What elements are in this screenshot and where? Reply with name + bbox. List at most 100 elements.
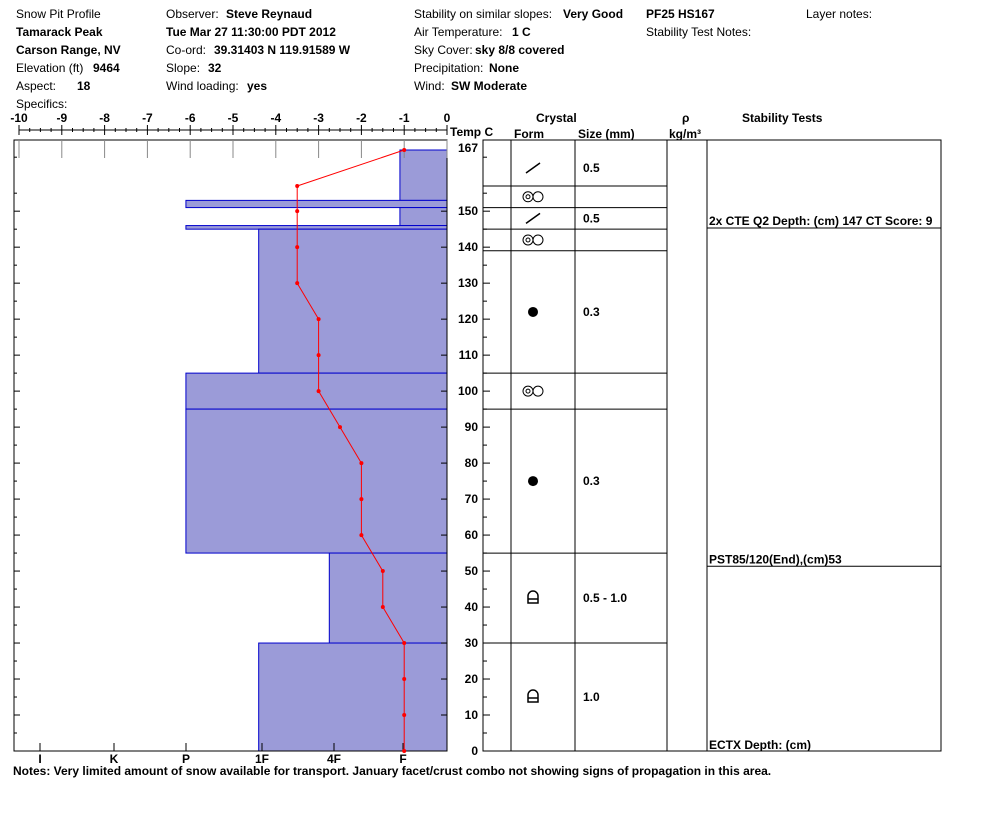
observer-value: Steve Reynaud [226,7,313,21]
crystal-size-label-7: 0.5 - 1.0 [583,591,627,605]
temp-tick-label--7: -7 [142,111,153,125]
observation-datetime: Tue Mar 27 11:30:00 PDT 2012 [166,25,336,39]
hardness-tick-label-P: P [182,752,190,766]
chart-frame [13,139,942,752]
stability-test-notes-label: Stability Test Notes: [646,25,752,39]
temperature-point-7 [316,389,321,394]
temperature-point-4 [295,281,300,286]
hardness-bar-2 [399,207,448,227]
density-symbol-header: ρ [682,111,690,125]
melt-freeze-crystal-icon [522,385,534,397]
melt-freeze-crystal-icon [525,237,531,243]
height-tick-label-140: 140 [458,240,478,254]
temp-tick-label--1: -1 [399,111,410,125]
stability-test-label-2: ECTX Depth: (cm) [709,738,811,752]
melt-freeze-crystal-icon [525,388,531,394]
temp-column-header: Temp C [450,125,494,139]
elevation-value: 9464 [93,61,120,75]
sky-cover-label: Sky Cover: [414,43,473,57]
pit-notes: Notes: Very limited amount of snow avail… [13,764,772,778]
density-unit-header: kg/m³ [669,127,702,141]
aspect-label: Aspect: [16,79,57,93]
temperature-point-14 [402,641,407,646]
temperature-point-16 [402,713,407,718]
rounded-crystal-icon [528,476,538,487]
temperature-axis: -10 -9 -8 -7 -6 -5 -4 -3 -2 -1 0 [10,111,451,158]
hardness-tick-label-K: K [110,752,119,766]
elevation-label: Elevation (ft) [16,61,84,75]
hardness-bar-8 [258,642,448,752]
air-temp-label: Air Temperature: [414,25,503,39]
stability-test-label-0: 2x CTE Q2 Depth: (cm) 147 CT Score: 9 [709,214,933,228]
temp-tick-label--9: -9 [56,111,67,125]
temp-tick-label--6: -6 [185,111,196,125]
height-tick-label-130: 130 [458,276,478,290]
layer-table-frame [482,139,942,752]
temperature-point-1 [295,183,300,188]
crystal-size-label-0: 0.5 [583,161,600,175]
range-name: Carson Range, NV [16,43,121,57]
height-tick-label-40: 40 [465,600,479,614]
stability-tests: 2x CTE Q2 Depth: (cm) 147 CT Score: 9 PST… [707,214,941,752]
temperature-profile [295,148,407,753]
hardness-bar-5 [185,372,448,410]
slope-label: Slope: [166,61,201,75]
hardness-bar-6 [185,408,448,554]
temperature-point-9 [359,461,364,466]
temperature-line [296,149,405,751]
hardness-bar-7 [328,552,448,644]
height-axis: 0 10 20 30 40 50 60 70 80 90 100 110 120 130 140 150 167 [14,141,490,758]
crystal-size-label-8: 1.0 [583,690,600,704]
temperature-point-8 [338,425,342,430]
stability-tests-header: Stability Tests [742,111,823,125]
height-tick-label-20: 20 [465,672,479,686]
height-tick-label-100: 100 [458,384,478,398]
melt-freeze-crystal-icon [532,385,544,397]
crystal-size-label-6: 0.3 [583,474,600,488]
decomposing-crystal-icon [525,162,541,174]
slope-value: 32 [208,61,222,75]
decomposing-crystal-icon [525,212,541,224]
melt-freeze-crystal-icon [532,234,544,246]
form-column-header: Form [514,127,544,141]
height-tick-label-70: 70 [465,492,479,506]
hardness-tick-label-I: I [38,752,41,766]
crystal-size-label-4: 0.3 [583,305,600,319]
air-temp-value: 1 C [512,25,531,39]
hardness-bar-0 [399,149,448,201]
height-tick-label-10: 10 [465,708,479,722]
crystal-size-label-2: 0.5 [583,211,600,225]
specifics-label: Specifics: [16,97,68,111]
height-tick-label-120: 120 [458,312,478,326]
height-tick-label-80: 80 [465,456,479,470]
height-tick-label-30: 30 [465,636,479,650]
temperature-point-17 [402,749,407,753]
pit-id: PF25 HS167 [646,7,715,21]
height-tick-label-0: 0 [471,744,478,758]
rounded-crystal-icon [528,306,538,317]
hardness-tick-label-4F: 4F [327,752,341,766]
melt-freeze-crystal-icon [532,191,544,203]
depth-hoar-crystal-icon [527,590,539,604]
profile-title: Snow Pit Profile [16,7,101,21]
wind-value: SW Moderate [451,79,528,93]
temperature-point-3 [295,245,300,250]
depth-hoar-crystal-icon [527,689,539,703]
height-tick-label-60: 60 [465,528,479,542]
temp-tick-label--3: -3 [313,111,324,125]
temperature-point-10 [359,497,364,502]
precipitation-value: None [489,61,519,75]
sky-cover-value: sky 8/8 covered [475,43,565,57]
hardness-axis: I K P 1F 4F F [38,743,407,766]
hardness-bar-1 [185,199,448,209]
temperature-point-0 [402,148,407,152]
precipitation-label: Precipitation: [414,61,484,75]
temperature-point-13 [380,605,385,610]
melt-freeze-crystal-icon [522,191,534,203]
layer-notes-label: Layer notes: [806,7,873,21]
temp-tick-label--5: -5 [228,111,239,125]
hardness-bar-3 [185,225,448,230]
melt-freeze-crystal-icon [525,194,531,200]
melt-freeze-crystal-icon [522,234,534,246]
